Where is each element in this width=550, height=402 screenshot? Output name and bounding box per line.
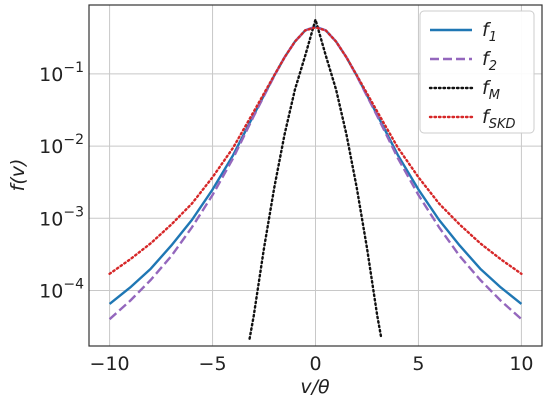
y-tick-exponent: −2	[63, 132, 84, 148]
y-tick-exponent: −1	[63, 60, 84, 76]
y-tick-label: 10−3	[39, 204, 84, 230]
y-tick-base: 10	[39, 208, 63, 230]
legend-label-f1: f1	[482, 19, 497, 45]
x-tick-label: 0	[309, 353, 321, 375]
x-tick-label: −10	[90, 353, 130, 375]
plot-frame	[88, 4, 543, 347]
legend: f1 f2 fM fSKD	[419, 10, 535, 134]
x-tick-label: 10	[509, 353, 533, 375]
legend-label-fSKD: fSKD	[482, 106, 516, 132]
y-tick-exponent: −4	[63, 276, 84, 292]
series-line-fSKD	[108, 26, 523, 276]
series-line-f1	[108, 25, 523, 305]
y-tick-exponent: −3	[63, 204, 84, 220]
x-axis-label: v/θ	[300, 376, 330, 398]
y-axis-label: f(v)	[7, 159, 29, 192]
x-tick-label: −5	[199, 353, 227, 375]
x-tick-labels: −10 −5 0 5 10	[90, 353, 534, 375]
series-line-fM	[248, 18, 383, 340]
series-layer	[108, 18, 523, 340]
y-tick-label: 10−4	[39, 276, 84, 302]
legend-label-f2: f2	[482, 48, 497, 74]
legend-label-fM: fM	[482, 77, 500, 103]
y-tick-base: 10	[39, 280, 63, 302]
y-tick-base: 10	[39, 136, 63, 158]
series-line-f2	[108, 25, 523, 321]
y-tick-base: 10	[39, 64, 63, 86]
y-tick-label: 10−2	[39, 132, 84, 158]
legend-box	[419, 10, 535, 134]
y-tick-label: 10−1	[39, 60, 84, 86]
x-tick-label: 5	[412, 353, 424, 375]
y-tick-labels: 10−410−310−210−1	[39, 60, 84, 303]
